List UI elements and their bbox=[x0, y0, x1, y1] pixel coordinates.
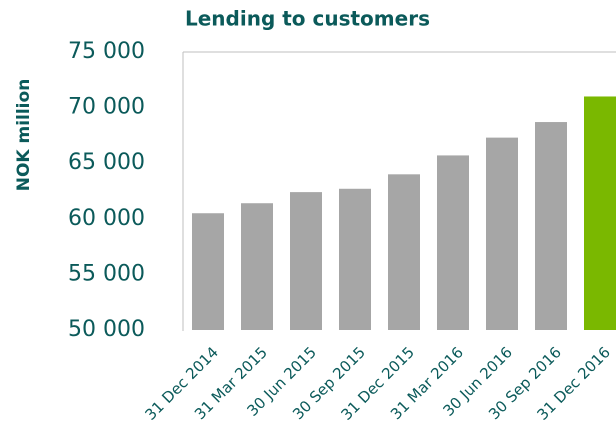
chart-title: Lending to customers bbox=[185, 7, 430, 31]
bar bbox=[192, 213, 224, 330]
y-axis-label: NOK million bbox=[14, 79, 34, 192]
bar bbox=[339, 188, 371, 330]
bar bbox=[437, 155, 469, 330]
bar bbox=[535, 122, 567, 330]
bar bbox=[241, 203, 273, 330]
bar bbox=[388, 174, 420, 330]
bar bbox=[584, 96, 616, 330]
y-tick-label: 55 000 bbox=[68, 261, 145, 286]
y-tick-label: 65 000 bbox=[68, 150, 145, 175]
bar bbox=[290, 192, 322, 330]
y-tick-label: 50 000 bbox=[68, 317, 145, 342]
y-tick-label: 75 000 bbox=[68, 39, 145, 64]
y-tick-label: 60 000 bbox=[68, 206, 145, 231]
bar bbox=[486, 137, 518, 330]
y-tick-label: 70 000 bbox=[68, 95, 145, 120]
